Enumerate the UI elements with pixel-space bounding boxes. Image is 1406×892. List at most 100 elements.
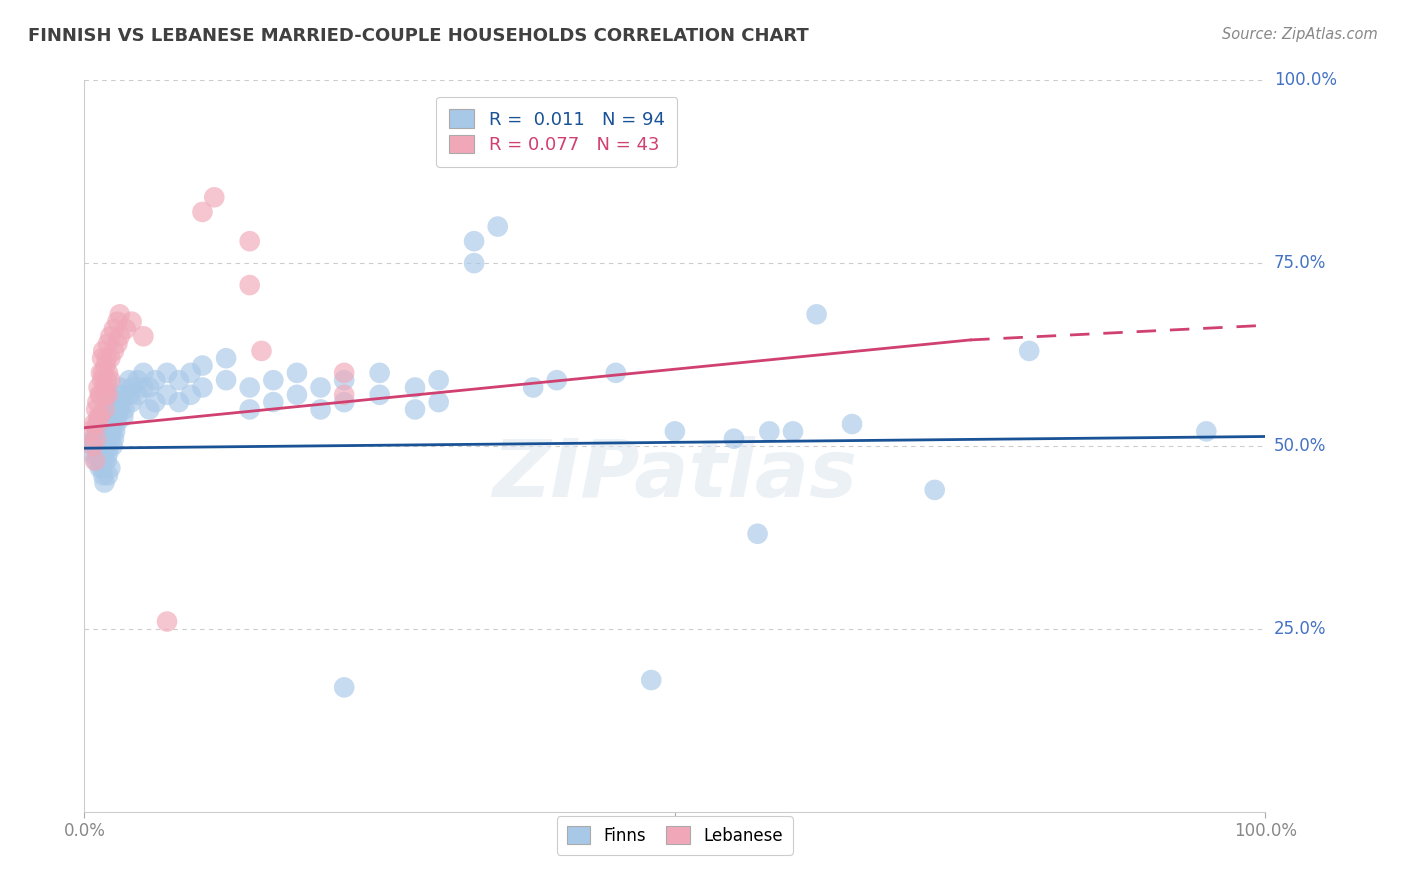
- Point: [107, 315, 129, 329]
- Point: [91, 425, 114, 439]
- Point: [94, 359, 117, 373]
- Point: [368, 366, 391, 380]
- Point: [98, 417, 121, 431]
- Point: [84, 432, 107, 446]
- Point: [93, 380, 115, 394]
- Point: [86, 417, 108, 431]
- Text: Source: ZipAtlas.com: Source: ZipAtlas.com: [1222, 27, 1378, 42]
- Point: [924, 483, 946, 497]
- Point: [96, 351, 118, 366]
- Point: [118, 388, 141, 402]
- Point: [107, 409, 129, 424]
- Point: [108, 307, 131, 321]
- Text: 25.0%: 25.0%: [1274, 620, 1326, 638]
- Point: [262, 395, 284, 409]
- Point: [97, 395, 120, 409]
- Point: [93, 402, 115, 417]
- Point: [100, 402, 122, 417]
- Point: [89, 461, 111, 475]
- Text: 100.0%: 100.0%: [1274, 71, 1337, 89]
- Point: [91, 461, 114, 475]
- Point: [463, 256, 485, 270]
- Point: [104, 402, 127, 417]
- Point: [103, 409, 125, 424]
- Point: [101, 417, 124, 431]
- Point: [104, 425, 127, 439]
- Point: [1018, 343, 1040, 358]
- Point: [156, 366, 179, 380]
- Point: [94, 425, 117, 439]
- Point: [191, 205, 214, 219]
- Point: [83, 439, 105, 453]
- Point: [108, 380, 131, 394]
- Point: [91, 409, 114, 424]
- Text: ZIPatlas: ZIPatlas: [492, 436, 858, 515]
- Point: [108, 402, 131, 417]
- Point: [522, 380, 544, 394]
- Point: [191, 380, 214, 394]
- Point: [96, 453, 118, 467]
- Text: 75.0%: 75.0%: [1274, 254, 1326, 272]
- Point: [103, 432, 125, 446]
- Point: [758, 425, 780, 439]
- Point: [841, 417, 863, 431]
- Point: [98, 329, 121, 343]
- Point: [127, 388, 149, 402]
- Point: [82, 439, 104, 453]
- Point: [96, 432, 118, 446]
- Point: [98, 351, 121, 366]
- Point: [118, 373, 141, 387]
- Point: [333, 366, 356, 380]
- Point: [132, 380, 155, 394]
- Point: [180, 366, 202, 380]
- Point: [463, 234, 485, 248]
- Point: [333, 395, 356, 409]
- Point: [121, 315, 143, 329]
- Point: [156, 615, 179, 629]
- Point: [664, 425, 686, 439]
- Point: [94, 409, 117, 424]
- Point: [96, 373, 118, 387]
- Point: [309, 402, 332, 417]
- Point: [91, 468, 114, 483]
- Point: [93, 475, 115, 490]
- Point: [89, 409, 111, 424]
- Point: [98, 373, 121, 387]
- Point: [285, 388, 308, 402]
- Point: [89, 425, 111, 439]
- Point: [97, 425, 120, 439]
- Point: [121, 380, 143, 394]
- Point: [114, 322, 136, 336]
- Point: [94, 388, 117, 402]
- Point: [546, 373, 568, 387]
- Point: [83, 417, 105, 431]
- Point: [640, 673, 662, 687]
- Point: [167, 373, 190, 387]
- Point: [98, 432, 121, 446]
- Point: [239, 380, 262, 394]
- Point: [90, 453, 112, 467]
- Point: [101, 439, 124, 453]
- Point: [806, 307, 828, 321]
- Point: [202, 190, 225, 204]
- Point: [404, 402, 426, 417]
- Point: [333, 388, 356, 402]
- Point: [132, 329, 155, 343]
- Point: [107, 402, 129, 417]
- Point: [285, 366, 308, 380]
- Point: [87, 446, 110, 460]
- Point: [114, 402, 136, 417]
- Point: [180, 388, 202, 402]
- Point: [84, 439, 107, 453]
- Point: [93, 453, 115, 467]
- Point: [97, 388, 120, 402]
- Point: [91, 446, 114, 460]
- Point: [103, 322, 125, 336]
- Point: [143, 373, 166, 387]
- Point: [86, 395, 108, 409]
- Point: [98, 439, 121, 453]
- Point: [262, 373, 284, 387]
- Point: [82, 446, 104, 460]
- Point: [215, 373, 238, 387]
- Point: [98, 409, 121, 424]
